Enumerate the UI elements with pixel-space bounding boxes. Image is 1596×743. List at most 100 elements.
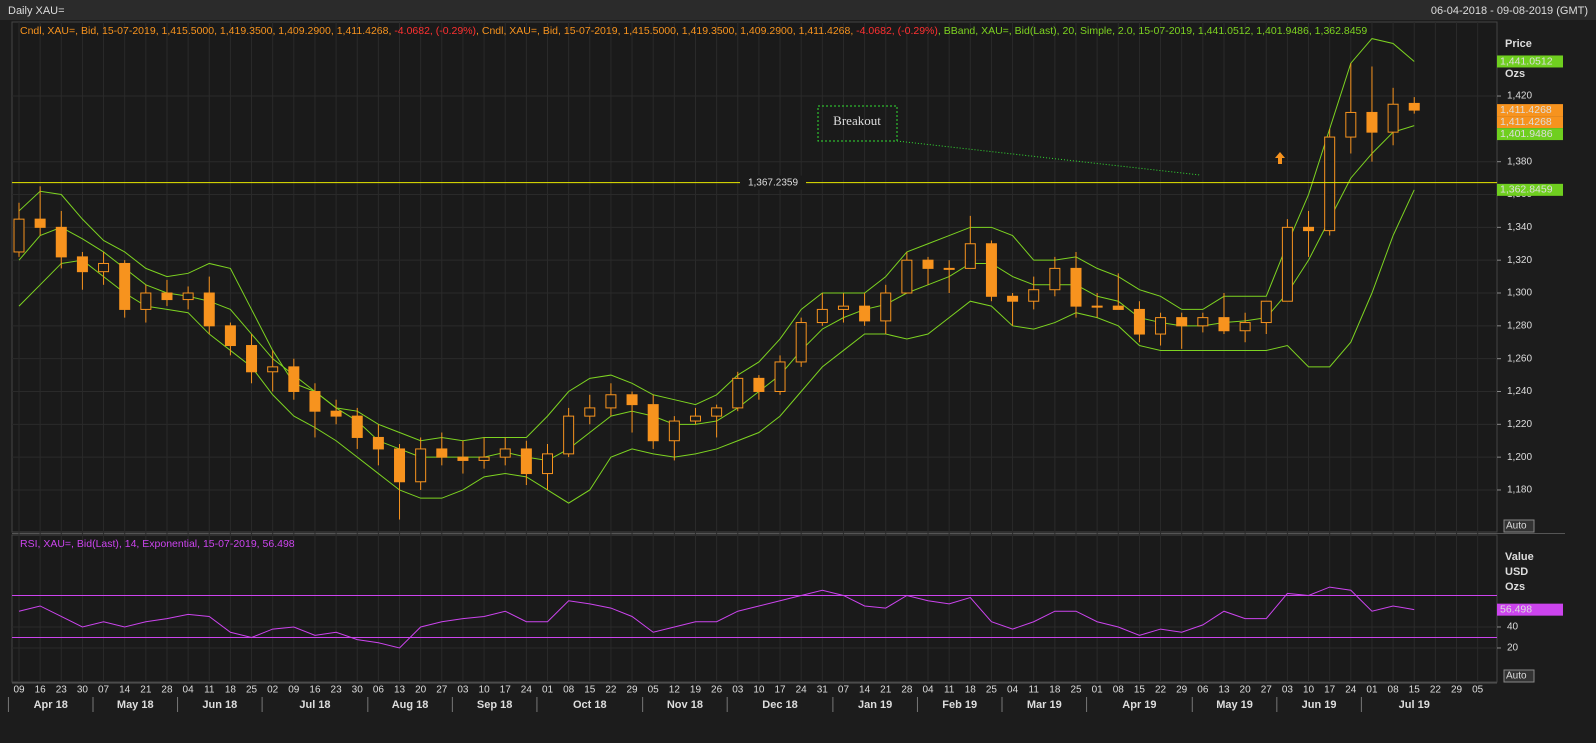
x-tick-label: 17 <box>1324 685 1336 696</box>
y-tick-label: 20 <box>1507 643 1519 654</box>
auto-label: Auto <box>1506 671 1527 682</box>
candle-body <box>246 345 258 373</box>
candle-body <box>584 407 596 417</box>
x-tick-label: 25 <box>1070 685 1082 696</box>
candle-body <box>1133 308 1145 335</box>
x-tick-label: 21 <box>880 685 892 696</box>
candle-body <box>1303 226 1315 232</box>
candle-body <box>943 267 955 270</box>
price-tag-label: 1,441.0512 <box>1500 55 1553 67</box>
month-label: Nov 18 <box>667 699 703 711</box>
window-title: Daily XAU= <box>8 5 65 17</box>
x-tick-label: 11 <box>1029 685 1040 696</box>
x-tick-label: 29 <box>626 685 638 696</box>
candle-body <box>626 394 638 406</box>
month-label: Mar 19 <box>1027 699 1062 711</box>
candle-body <box>203 292 215 327</box>
bollinger-band <box>18 38 1415 442</box>
y-tick-label: 1,200 <box>1507 452 1532 463</box>
month-label: Jan 19 <box>858 699 892 711</box>
auto-button[interactable] <box>1503 519 1535 533</box>
x-tick-label: 18 <box>965 685 977 696</box>
candle-body <box>55 226 67 258</box>
candle-body <box>1281 226 1293 302</box>
candle-body <box>288 366 300 392</box>
price-tag <box>1497 183 1563 196</box>
x-tick-label: 03 <box>732 685 744 696</box>
x-tick-label: 25 <box>246 685 258 696</box>
x-tick-label: 16 <box>309 685 321 696</box>
x-tick-label: 08 <box>1113 685 1125 696</box>
x-tick-label: 15 <box>1134 685 1146 696</box>
x-tick-label: 29 <box>1451 685 1463 696</box>
candle-body <box>224 325 236 347</box>
x-tick-label: 26 <box>711 685 723 696</box>
candle-body <box>1260 300 1272 324</box>
x-tick-label: 20 <box>415 685 427 696</box>
month-label: Jul 18 <box>299 699 330 711</box>
axis-unit: Ozs <box>1505 581 1525 593</box>
candle-body <box>774 361 786 392</box>
x-tick-label: 02 <box>267 685 279 696</box>
legend: RSI, XAU=, Bid(Last), 14, Exponential, 1… <box>20 538 295 550</box>
candle-body <box>985 243 997 297</box>
x-tick-label: 07 <box>98 685 110 696</box>
candle-body <box>98 262 110 273</box>
candle-body <box>1049 267 1061 291</box>
candle-body <box>1197 317 1209 327</box>
y-tick-label: 1,240 <box>1507 386 1532 397</box>
x-tick-label: 18 <box>225 685 237 696</box>
candle-body <box>161 292 173 301</box>
candle-body <box>1366 111 1378 133</box>
x-tick-label: 01 <box>1092 685 1104 696</box>
candle-body <box>880 292 892 322</box>
y-tick-label: 1,420 <box>1507 91 1532 102</box>
x-tick-label: 22 <box>605 685 617 696</box>
price-tag-label: 1,411.4268 <box>1500 116 1552 128</box>
x-tick-label: 04 <box>922 685 934 696</box>
candle-body <box>1070 267 1082 307</box>
price-tag-label: 1,401.9486 <box>1500 128 1553 140</box>
y-tick-label: 1,260 <box>1507 353 1532 364</box>
x-tick-label: 24 <box>1345 685 1357 696</box>
value-tag-label: 56.498 <box>1500 603 1532 615</box>
candle-body <box>922 259 934 269</box>
candle-body <box>689 415 701 422</box>
candle-body <box>309 390 321 412</box>
x-tick-label: 09 <box>288 685 300 696</box>
candle-body <box>1028 289 1040 302</box>
x-tick-label: 24 <box>796 685 808 696</box>
x-tick-label: 28 <box>161 685 173 696</box>
resistance-label: 1,367.2359 <box>748 177 798 188</box>
axis-unit: USD <box>1505 566 1528 578</box>
y-tick-label: 1,320 <box>1507 255 1532 266</box>
candle-body <box>119 262 131 310</box>
x-tick-label: 13 <box>1218 685 1230 696</box>
x-tick-label: 31 <box>817 685 829 696</box>
y-tick-label: 40 <box>1507 622 1519 633</box>
y-tick-label: 1,340 <box>1507 222 1532 233</box>
candle-body <box>1239 322 1251 332</box>
x-tick-label: 12 <box>669 685 681 696</box>
x-tick-label: 07 <box>838 685 850 696</box>
candle-body <box>1007 295 1019 302</box>
candle-body <box>182 292 194 301</box>
x-tick-label: 13 <box>394 685 406 696</box>
x-tick-label: 09 <box>13 685 25 696</box>
legend-entry: Cndl, XAU=, Bid, 15-07-2019, 1,415.5000,… <box>20 25 394 37</box>
x-tick-label: 04 <box>1007 685 1019 696</box>
y-tick-label: 1,180 <box>1507 485 1532 496</box>
resistance-label-bg <box>740 175 806 190</box>
x-tick-label: 18 <box>1049 685 1061 696</box>
x-tick-label: 10 <box>753 685 765 696</box>
x-tick-label: 08 <box>563 685 575 696</box>
x-tick-label: 16 <box>35 685 47 696</box>
y-tick-label: 1,300 <box>1507 288 1532 299</box>
auto-button[interactable] <box>1503 669 1535 683</box>
price-tag-label: 1,362.8459 <box>1500 184 1553 196</box>
candle-body <box>499 448 511 458</box>
price-tag-label: 1,411.4268 <box>1500 104 1552 116</box>
x-tick-label: 21 <box>140 685 152 696</box>
x-tick-label: 30 <box>77 685 89 696</box>
